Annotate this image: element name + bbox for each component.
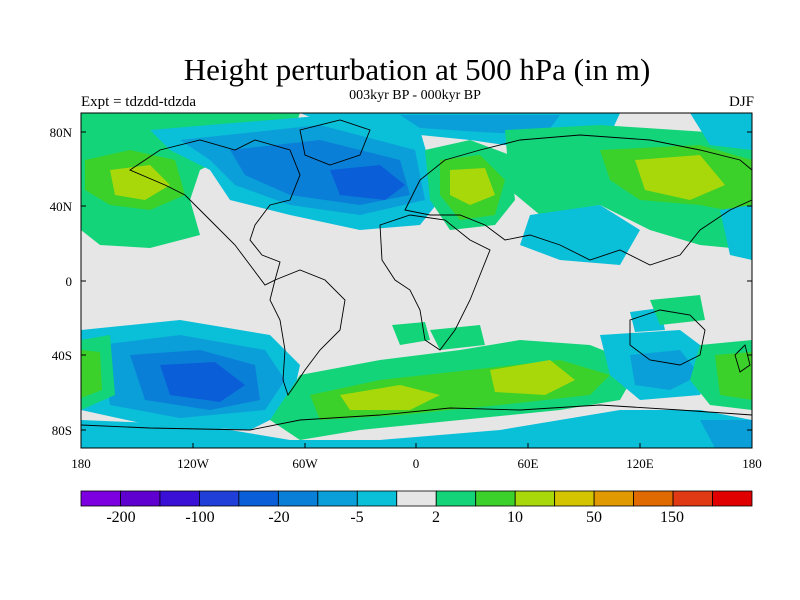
experiment-label: Expt = tdzdd-tdzda	[81, 94, 197, 110]
colorbar-label: -200	[106, 509, 135, 526]
colorbar-label: -5	[350, 509, 363, 526]
contour-pos-asia-peak	[635, 155, 725, 200]
lon-tick-label: 120E	[626, 456, 654, 471]
colorbar-label: 2	[432, 509, 440, 526]
colorbar-swatch	[672, 490, 713, 507]
coastline-south-america	[269, 269, 346, 396]
contour-neg-north-east-corner	[690, 113, 752, 150]
lon-tick-label: 180	[71, 456, 91, 471]
colorbar	[80, 490, 753, 507]
coastline-antarctica	[81, 404, 752, 431]
lat-tick-label: 0	[66, 274, 73, 289]
colorbar-swatch	[356, 490, 398, 507]
colorbar-swatch	[435, 490, 477, 507]
map-field	[81, 113, 752, 448]
contour-pos-south-east-core	[715, 352, 752, 400]
lon-tick-label: 180	[742, 456, 762, 471]
colorbar-label: 150	[660, 509, 684, 526]
contour-neg-north-america-core	[330, 165, 405, 200]
colorbar-label: -100	[185, 509, 214, 526]
colorbar-swatch	[199, 490, 240, 507]
coastlines	[81, 119, 752, 431]
lat-tick-label: 80N	[50, 125, 73, 140]
contour-neg-south-pacific-core	[160, 362, 245, 402]
contour-neg-antarctic-mid	[700, 420, 752, 448]
coastline-africa	[379, 214, 491, 351]
contour-pos-west-pacific	[650, 295, 705, 325]
colorbar-swatch	[277, 490, 319, 507]
lon-tick-label: 60E	[518, 456, 539, 471]
colorbar-swatch	[554, 490, 595, 507]
colorbar-swatch	[80, 490, 121, 507]
season-label: DJF	[728, 94, 754, 110]
colorbar-label: -20	[268, 509, 289, 526]
coastline-greenland	[299, 119, 371, 166]
lat-tick-label: 80S	[52, 423, 72, 438]
contour-pos-tropical-atlantic	[392, 322, 430, 345]
colorbar-swatch	[633, 490, 674, 507]
contour-pos-europe-peak	[450, 168, 495, 205]
colorbar-swatch	[712, 490, 753, 507]
lon-tick-label: 0	[413, 456, 420, 471]
colorbar-label: 10	[507, 509, 523, 526]
colorbar-swatch	[396, 490, 437, 507]
contour-pos-south-africa	[430, 325, 485, 350]
contour-pos-west-south-core	[81, 350, 102, 398]
contour-neg-pacific-east	[720, 205, 752, 260]
coastline-australia	[629, 309, 706, 366]
contour-pos-south-atlantic-peak	[340, 385, 440, 410]
colorbar-swatch	[159, 490, 200, 507]
lat-tick-label: 40N	[50, 199, 73, 214]
colorbar-swatch	[238, 490, 279, 507]
colorbar-swatch	[514, 490, 556, 507]
lon-tick-label: 120W	[177, 456, 210, 471]
lat-tick-label: 40S	[52, 348, 72, 363]
contour-neg-south-indian-mid	[630, 350, 700, 390]
coastline-eurasia	[404, 134, 752, 266]
colorbar-swatch	[120, 490, 161, 507]
axis-ticks	[80, 131, 753, 448]
colorbar-swatch	[593, 490, 634, 507]
lon-tick-label: 60W	[292, 456, 318, 471]
coastline-north-america	[129, 139, 301, 286]
colorbar-swatch	[317, 490, 358, 507]
plot-title: Height perturbation at 500 hPa (in m)	[183, 52, 651, 87]
contour-pos-north-west-peak	[110, 165, 170, 200]
plot-subtitle: 003kyr BP - 000kyr BP	[349, 88, 481, 103]
contour-pos-south-indian-peak	[490, 360, 575, 395]
contour-neg-antarctic	[81, 410, 752, 448]
contour-neg-east-asia	[520, 205, 640, 265]
colorbar-swatch	[475, 490, 516, 507]
coastline-new-zealand	[734, 344, 751, 373]
colorbar-label: 50	[586, 509, 602, 526]
